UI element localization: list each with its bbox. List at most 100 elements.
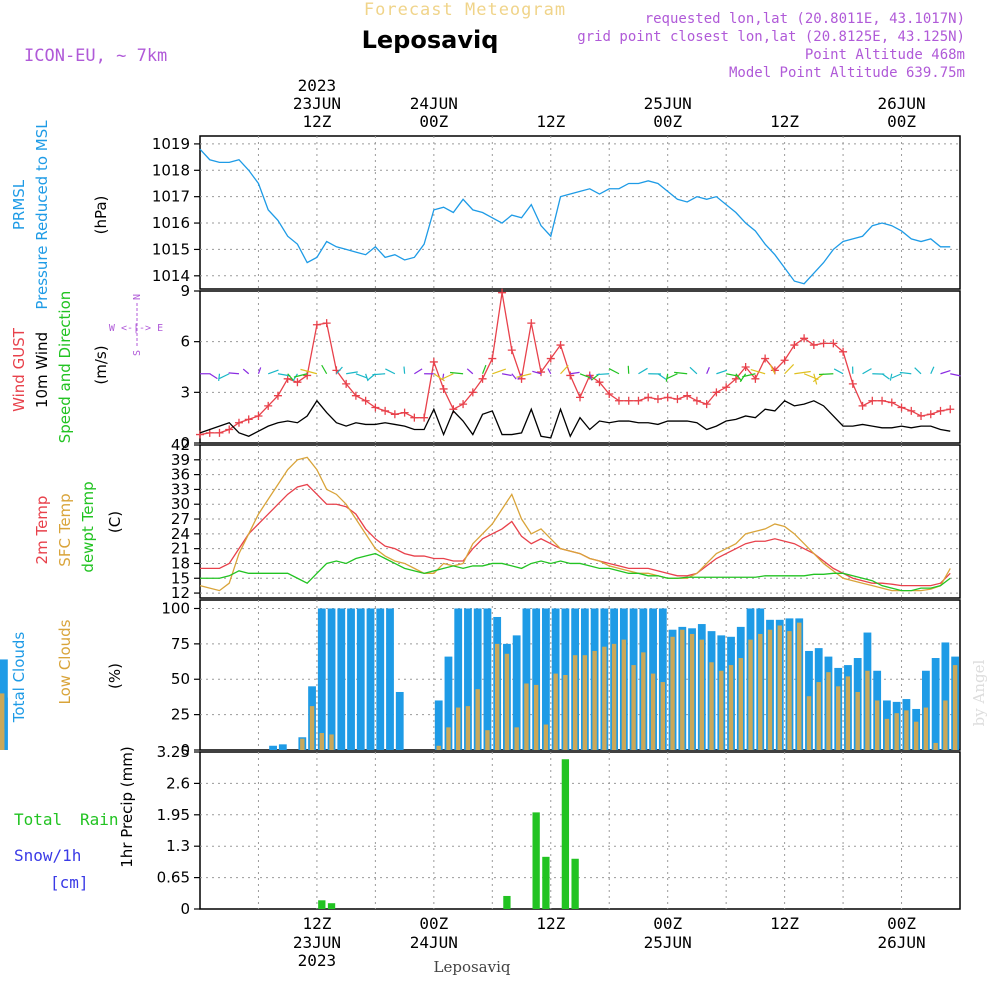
wind-arrow [638, 367, 648, 375]
low-clouds-bar [884, 718, 890, 750]
gust-marker [215, 428, 224, 437]
total-clouds-bar [512, 635, 521, 750]
gust-marker [848, 379, 857, 388]
clouds-unit: (%) [106, 663, 124, 689]
gust-marker [566, 371, 575, 380]
wind-labels: Wind GUST 10m Wind Speed and Direction (… [10, 291, 163, 444]
wind-arrow [516, 373, 532, 378]
wind-unit: (m/s) [92, 345, 110, 384]
wind-arrow [209, 373, 218, 380]
low-clouds-bar [719, 670, 724, 750]
total-clouds-bar [454, 608, 463, 750]
snow-unit: [cm] [50, 873, 89, 892]
low-clouds-bar [592, 650, 597, 750]
wind-arrow [547, 368, 552, 375]
gust-marker [790, 341, 799, 350]
gust-marker [400, 408, 409, 417]
y-tick-label: 3 [180, 383, 190, 401]
low-clouds-bar [621, 639, 627, 750]
y-tick-label: 1019 [152, 135, 190, 153]
wind-arrow [726, 373, 739, 377]
wind-arrow [742, 373, 756, 378]
top-axis-label: 00Z [653, 112, 682, 131]
top-axis-label: 00Z [419, 112, 448, 131]
y-tick-label: 0 [180, 434, 190, 452]
y-tick-label: 15 [171, 569, 190, 587]
top-axis-label: 23JUN [293, 94, 341, 113]
y-tick-label: 75 [171, 635, 190, 653]
gust-marker [809, 341, 818, 350]
total-clouds-bar [941, 642, 950, 750]
gust-marker [751, 374, 760, 383]
total-clouds-bar [522, 608, 531, 750]
temp-unit: (C) [106, 511, 124, 533]
wind-arrow [914, 367, 922, 375]
y-tick-label: 2.6 [166, 774, 190, 792]
y-tick-label: 3.25 [157, 743, 190, 761]
grid-point-coords: grid point closest lon,lat (20.8125E, 43… [577, 29, 965, 45]
y-tick-label: 1016 [152, 214, 190, 232]
low-clouds-bar [728, 665, 734, 750]
wind-arrow [440, 373, 454, 381]
low-clouds-bar [582, 655, 588, 750]
pressure-label-msl: Pressure Reduced to MSL [33, 120, 51, 310]
precip-panel: 0 0.65 1.3 1.95 2.6 3.25 [157, 743, 961, 918]
total-clouds-bar [931, 658, 940, 750]
gust-marker [858, 401, 867, 410]
gust-marker [429, 357, 438, 366]
temp-labels: 2m Temp SFC Temp dewpt Temp (C) [33, 481, 124, 572]
gust-marker [546, 354, 555, 363]
temperature-frame [199, 444, 961, 599]
top-axis-label: 12Z [536, 112, 565, 131]
total-rain-bar [571, 858, 579, 909]
gust-marker [722, 383, 731, 392]
gust-marker [653, 395, 662, 404]
top-axis-label: 00Z [887, 112, 916, 131]
gust-marker [225, 425, 234, 434]
wind-arrow [735, 373, 743, 382]
wind-arrow [818, 373, 834, 376]
gust-marker [887, 398, 896, 407]
bottom-axis-label: 24JUN [410, 933, 458, 952]
total-rain-bar [532, 812, 540, 909]
wind-arrow [940, 370, 951, 375]
precip-frame [199, 751, 961, 910]
sfc-temp-label: SFC Temp [56, 493, 74, 566]
bottom-axis-label: 12Z [536, 914, 565, 933]
gust-marker [196, 430, 204, 439]
10m-wind-line [199, 399, 951, 439]
wind-arrow [930, 366, 935, 375]
low-clouds-bar [943, 700, 948, 750]
wind-arrow [277, 373, 291, 377]
total-rain-bar [503, 895, 511, 909]
y-tick-label: 30 [171, 495, 190, 513]
gust-marker [361, 396, 370, 405]
wind-arrow [784, 363, 795, 375]
total-clouds-bar [464, 608, 472, 750]
low-clouds-bar [797, 622, 802, 750]
gust-marker [293, 378, 302, 387]
low-clouds-bar [913, 721, 919, 750]
wind-arrow [300, 368, 318, 375]
y-tick-label: 12 [171, 584, 190, 602]
low-clouds-bar [553, 673, 558, 750]
wind-panel: 0 3 6 9 [180, 282, 961, 452]
total-clouds-bar [337, 608, 346, 750]
wind-arrow [889, 373, 893, 381]
gust-marker [663, 393, 672, 402]
gust-marker [264, 401, 273, 410]
wind-arrow [794, 370, 811, 375]
total-clouds-bar [386, 608, 394, 750]
wind-arrow [899, 371, 912, 375]
pressure-unit: (hPa) [92, 196, 110, 235]
wind-arrow [242, 368, 250, 375]
low-clouds-bar [758, 633, 763, 750]
gust-marker [761, 354, 770, 363]
wind-arrow [257, 367, 262, 374]
total-clouds-bar [473, 608, 482, 750]
bottom-axis-label: 00Z [419, 914, 448, 933]
wind-arrow [228, 372, 240, 375]
y-tick-label: 0 [180, 741, 190, 759]
total-clouds-bar [356, 608, 365, 750]
cloud-labels: Total Clouds Low Clouds (%) [10, 619, 124, 723]
